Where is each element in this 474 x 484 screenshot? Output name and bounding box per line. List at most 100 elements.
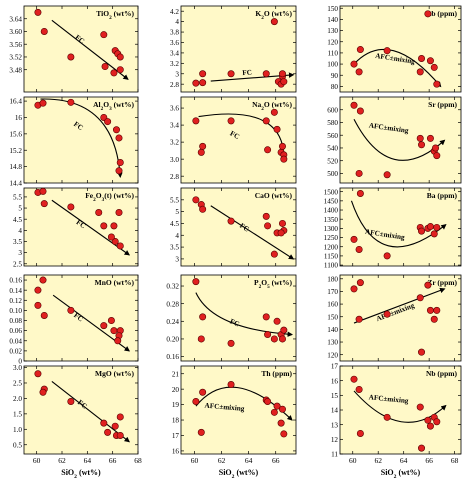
y-tick-label: 90 — [331, 72, 339, 80]
panel-title: MnO (wt%) — [95, 278, 135, 287]
data-point — [39, 187, 47, 195]
panel-fe2o3: 2.533.544.555.5 Fe2O3(t) (wt%)FC — [13, 187, 139, 268]
panel-title: Zr (ppm) — [427, 278, 457, 287]
data-point — [197, 335, 205, 343]
x-tick-label: 60 — [191, 456, 199, 465]
data-point — [433, 80, 441, 88]
y-tick-label: 3.0 — [13, 364, 22, 372]
data-point — [199, 142, 207, 150]
y-tick-label: 16 — [331, 377, 339, 385]
data-point — [199, 79, 207, 87]
data-point — [116, 431, 124, 439]
data-point — [264, 398, 272, 406]
data-point — [116, 66, 124, 74]
y-tick-label: 3.0 — [170, 156, 179, 164]
data-point — [280, 326, 288, 334]
data-point — [416, 294, 424, 302]
y-tick-label: 0.08 — [9, 317, 22, 325]
y-tick-label: 180 — [327, 275, 338, 283]
panel-title: Sr (ppm) — [428, 100, 457, 109]
data-point — [273, 402, 281, 410]
data-point — [262, 212, 270, 220]
data-point — [350, 285, 358, 293]
y-tick-label: 0.24 — [166, 318, 179, 326]
y-tick-label: 0.04 — [9, 337, 22, 345]
y-tick-label: 3.2 — [170, 139, 179, 147]
panel-p2o5: 0.16 0.20 0.24 0.28 0.32 P2O5 (wt%) FC — [166, 274, 297, 362]
y-tick-label: 3.60 — [9, 28, 22, 36]
panel-title: Nb (ppm) — [426, 369, 458, 378]
y-tick-label: 150 — [327, 313, 338, 321]
data-point — [34, 286, 42, 294]
data-point — [426, 422, 434, 430]
x-tick-label: 60 — [33, 456, 41, 465]
data-point — [192, 117, 200, 125]
x-tick-label: 68 — [134, 456, 142, 465]
y-tick-label: 14.4 — [9, 180, 22, 188]
y-tick-label: 100 — [327, 61, 338, 69]
data-point — [355, 68, 363, 76]
data-point — [418, 444, 426, 452]
y-tick-label: 0.10 — [9, 307, 22, 315]
data-point — [199, 205, 207, 213]
data-point — [355, 385, 363, 393]
y-tick-label: 520 — [327, 157, 338, 165]
y-tick-label: 120 — [327, 38, 338, 46]
y-tick-label: 3.56 — [9, 41, 22, 49]
y-tick-label: 16.4 — [9, 98, 22, 106]
data-point — [112, 126, 120, 134]
y-tick-label: 3.5 — [170, 244, 179, 252]
data-point — [416, 403, 424, 411]
trend-label: FC — [229, 317, 241, 328]
data-point — [355, 315, 363, 323]
y-tick-label: 540 — [327, 145, 338, 153]
trend-arrow — [210, 205, 295, 260]
x-tick-label: 60 — [349, 456, 357, 465]
data-point — [430, 230, 438, 238]
data-point — [67, 203, 75, 211]
data-point — [355, 245, 363, 253]
data-point — [430, 63, 438, 71]
y-tick-label: 3.48 — [9, 66, 22, 74]
data-point — [227, 381, 235, 389]
y-tick-label: 2.5 — [13, 260, 22, 268]
data-point — [101, 63, 109, 71]
trend-arrow — [195, 292, 294, 337]
y-tick-label: 3.4 — [170, 50, 179, 58]
y-tick-label: 3.6 — [170, 39, 179, 47]
data-point — [104, 428, 112, 436]
data-point — [264, 222, 272, 230]
trend-label: FC — [238, 222, 250, 234]
panel-background — [180, 96, 297, 184]
y-tick-label: 14 — [331, 407, 339, 415]
data-point — [270, 108, 278, 116]
data-point — [116, 159, 124, 167]
y-tick-label: 5.5 — [13, 194, 22, 202]
data-point — [270, 408, 278, 416]
y-tick-label: 0.16 — [166, 353, 179, 361]
panel-title: TiO2 (wt%) — [96, 9, 134, 21]
panel-title: P2O5 (wt%) — [254, 278, 292, 290]
y-tick-label: 12 — [331, 436, 339, 444]
y-tick-label: 5.5 — [170, 196, 179, 204]
y-tick-label: 4.5 — [13, 216, 22, 224]
data-point — [262, 313, 270, 321]
y-tick-label: 0.32 — [166, 283, 179, 291]
y-tick-label: 600 — [327, 106, 338, 114]
x-tick-label: 66 — [272, 456, 280, 465]
data-point — [270, 250, 278, 258]
panel-title: Al2O3 (wt%) — [93, 100, 134, 112]
trend-arrow — [353, 390, 447, 423]
y-tick-label: 0.16 — [9, 277, 22, 285]
data-point — [199, 70, 207, 78]
trend-arrow — [353, 287, 446, 324]
panel-mno: 0 0.02 0.04 0.06 0.08 0.10 0.12 0.14 0.16 MnO (wt… — [9, 274, 139, 366]
data-point — [197, 428, 205, 436]
